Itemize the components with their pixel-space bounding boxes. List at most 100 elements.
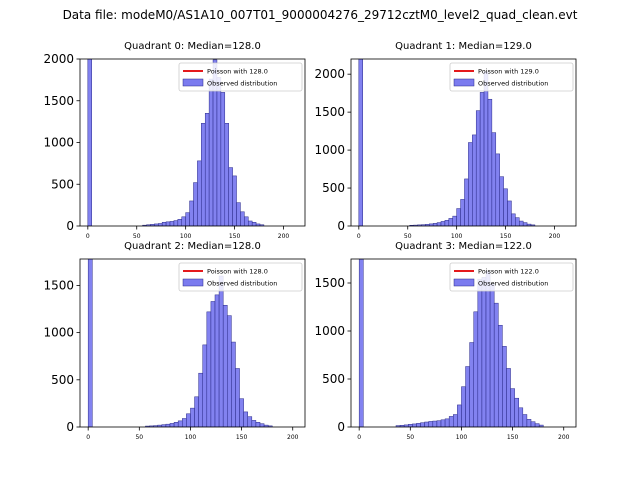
histogram-bar — [469, 342, 474, 427]
histogram-bar — [181, 216, 186, 226]
histogram-bar — [193, 182, 198, 226]
quadrant-title: Quadrant 3: Median=122.0 — [395, 241, 532, 252]
histogram-bar — [503, 188, 508, 226]
histogram-bar — [448, 416, 454, 427]
y-tick-label: 0 — [66, 219, 74, 233]
histogram-bar — [243, 411, 248, 427]
histogram-bar — [440, 419, 446, 427]
histogram-bar — [412, 423, 417, 427]
histogram-bar — [210, 301, 216, 427]
histogram-bar — [248, 220, 253, 226]
x-tick-label: 100 — [451, 233, 463, 240]
histogram-bar — [510, 388, 515, 427]
y-tick-label: 1500 — [43, 278, 74, 292]
histogram-bar — [177, 420, 183, 427]
histogram-bar — [235, 368, 240, 427]
x-tick-label: 50 — [404, 233, 412, 240]
histogram-bar — [489, 283, 495, 427]
histogram-bar — [479, 92, 485, 226]
histogram-bar — [244, 216, 249, 226]
histogram-bar — [240, 211, 245, 226]
x-tick-label: 150 — [507, 434, 519, 441]
histogram-bar — [182, 418, 187, 427]
histogram-bar — [189, 200, 194, 226]
histogram-bar — [515, 217, 520, 226]
histogram-bar — [420, 422, 425, 427]
histogram-bar — [453, 414, 458, 427]
histogram-bar — [416, 423, 421, 427]
histogram-bar — [173, 422, 179, 427]
histogram-bar — [444, 220, 450, 226]
histogram-bar — [475, 110, 481, 226]
histogram-bar — [224, 123, 229, 226]
histogram-bar — [251, 420, 257, 427]
x-tick-label: 200 — [278, 233, 290, 240]
histogram-bar — [194, 396, 199, 427]
legend: Poisson with 129.0 Observed distribution — [449, 62, 574, 92]
x-tick-label: 100 — [185, 434, 197, 441]
axes-frame — [79, 258, 306, 428]
histogram-bar-zero-spike — [358, 59, 363, 226]
histogram-bar — [436, 420, 442, 427]
histogram-bar — [186, 413, 191, 427]
quadrant-title: Quadrant 0: Median=128.0 — [124, 41, 261, 52]
histogram-bar — [495, 153, 500, 226]
legend-label-observed: Observed distribution — [207, 80, 277, 88]
histogram-bar — [197, 160, 202, 226]
histogram-bar — [507, 200, 512, 226]
histogram-bar — [424, 421, 429, 427]
x-tick-label: 100 — [456, 434, 468, 441]
histogram-bar — [259, 423, 265, 427]
y-tick-label: 1000 — [314, 143, 345, 157]
x-tick-label: 50 — [406, 434, 414, 441]
histogram-bar — [530, 421, 536, 427]
legend-label-fit: Poisson with 129.0 — [478, 68, 539, 76]
histogram-bar — [206, 311, 212, 427]
quadrant-panel-2: 0 500 1000 1500 0 50 100 150 200 Quadrant 2: Medi… — [43, 241, 306, 441]
quadrant-title: Quadrant 2: Median=128.0 — [124, 241, 261, 252]
histogram-bar — [173, 220, 179, 226]
y-tick-label: 0 — [66, 420, 74, 434]
y-tick-label: 500 — [322, 372, 345, 386]
y-tick-label: 1000 — [314, 324, 345, 338]
histogram-bar — [460, 199, 465, 226]
quadrant-panel-3: 0 500 1000 1500 0 50 100 150 200 Quadrant 3: Medi… — [314, 241, 577, 441]
legend-label-observed: Observed distribution — [478, 280, 548, 288]
y-tick-label: 500 — [51, 373, 74, 387]
legend-label-fit: Poisson with 122.0 — [478, 268, 539, 276]
histogram-bar — [165, 221, 171, 226]
legend-label-fit: Poisson with 128.0 — [207, 268, 268, 276]
histogram-bar — [247, 416, 253, 427]
legend-bar-swatch — [182, 78, 204, 87]
histogram-bar — [232, 175, 237, 226]
histogram-bar — [534, 423, 540, 427]
histogram-bar — [491, 132, 497, 226]
x-tick-label: 150 — [500, 233, 512, 240]
x-tick-label: 150 — [236, 434, 248, 441]
y-tick-label: 1000 — [43, 136, 74, 150]
histogram-bar — [255, 422, 261, 427]
histogram-bar — [522, 414, 528, 427]
histogram-bar — [169, 221, 175, 226]
axes-frame — [350, 58, 577, 227]
histogram-bar — [161, 221, 167, 226]
quadrant-panel-1: 0 500 1000 1500 2000 0 50 100 150 200 Quadrant 1: … — [314, 41, 577, 240]
histogram-bar — [487, 98, 493, 226]
x-tick-label: 100 — [180, 233, 192, 240]
x-tick-label: 200 — [558, 434, 570, 441]
legend: Poisson with 128.0 Observed distribution — [178, 62, 303, 92]
histogram-bar — [216, 77, 222, 226]
histogram-bar — [493, 302, 499, 427]
histogram-bar — [457, 404, 462, 427]
histogram-bar — [440, 221, 446, 226]
x-tick-label: 0 — [86, 233, 90, 240]
histogram-bar — [165, 423, 171, 427]
legend: Poisson with 122.0 Observed distribution — [449, 262, 574, 292]
histogram-bar — [522, 222, 528, 226]
histogram-bar — [483, 71, 489, 226]
y-tick-label: 1500 — [314, 276, 345, 290]
legend-bar-swatch — [182, 278, 204, 287]
histogram-bar — [201, 123, 206, 226]
histogram-bar — [472, 134, 477, 226]
